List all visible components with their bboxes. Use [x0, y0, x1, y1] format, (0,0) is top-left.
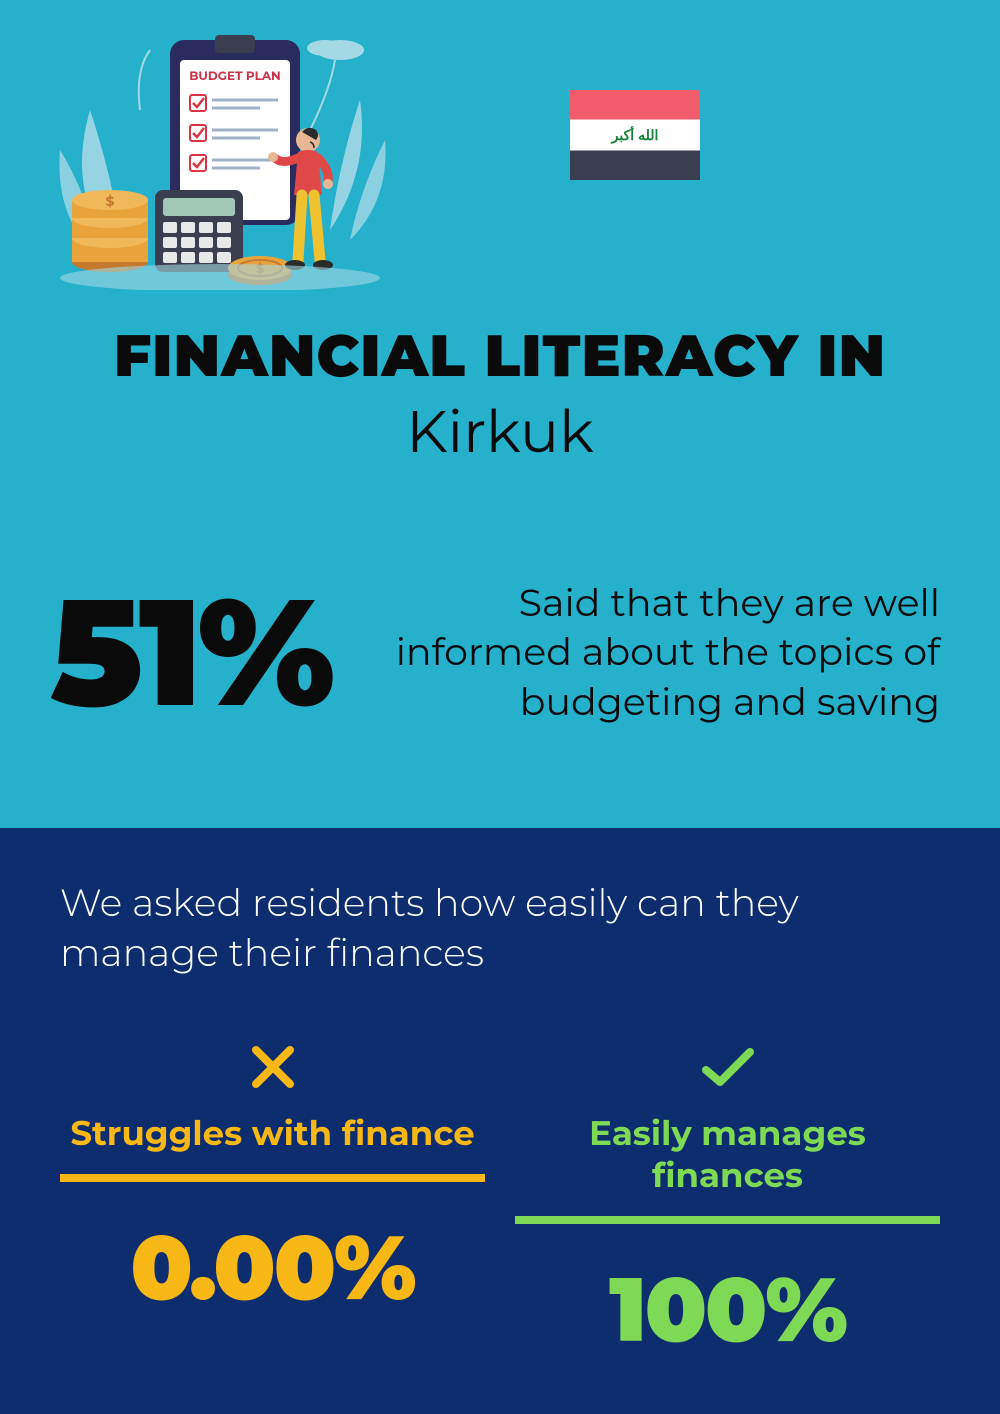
struggles-percent: 0.00%: [60, 1212, 485, 1322]
finance-comparison-row: Struggles with finance 0.00% Easily mana…: [60, 1037, 940, 1364]
check-icon: [515, 1037, 940, 1097]
svg-text:$: $: [106, 192, 115, 210]
title-main: FINANCIAL LITERACY IN: [50, 320, 950, 391]
header-row: BUDGET PLAN: [50, 30, 950, 290]
main-stat-row: 51% Said that they are well informed abo…: [50, 577, 950, 727]
struggles-underline: [60, 1174, 485, 1182]
bottom-section: We asked residents how easily can they m…: [0, 828, 1000, 1414]
x-icon: [60, 1037, 485, 1097]
struggles-label: Struggles with finance: [60, 1112, 485, 1154]
title-block: FINANCIAL LITERACY IN Kirkuk: [50, 320, 950, 467]
svg-text:BUDGET PLAN: BUDGET PLAN: [189, 69, 281, 84]
top-section: BUDGET PLAN: [0, 0, 1000, 828]
iraq-flag: الله أكبر: [570, 90, 700, 180]
easy-column: Easily manages finances 100%: [515, 1037, 940, 1364]
infographic-container: BUDGET PLAN: [0, 0, 1000, 1414]
title-location: Kirkuk: [50, 396, 950, 467]
budget-illustration: BUDGET PLAN: [50, 30, 390, 290]
main-stat-percent: 51%: [50, 577, 331, 727]
struggles-column: Struggles with finance 0.00%: [60, 1037, 485, 1364]
easy-percent: 100%: [515, 1254, 940, 1364]
question-text: We asked residents how easily can they m…: [60, 878, 940, 977]
easy-label: Easily manages finances: [515, 1112, 940, 1196]
flag-script: الله أكبر: [612, 126, 659, 144]
easy-underline: [515, 1216, 940, 1224]
main-stat-description: Said that they are well informed about t…: [381, 578, 950, 726]
